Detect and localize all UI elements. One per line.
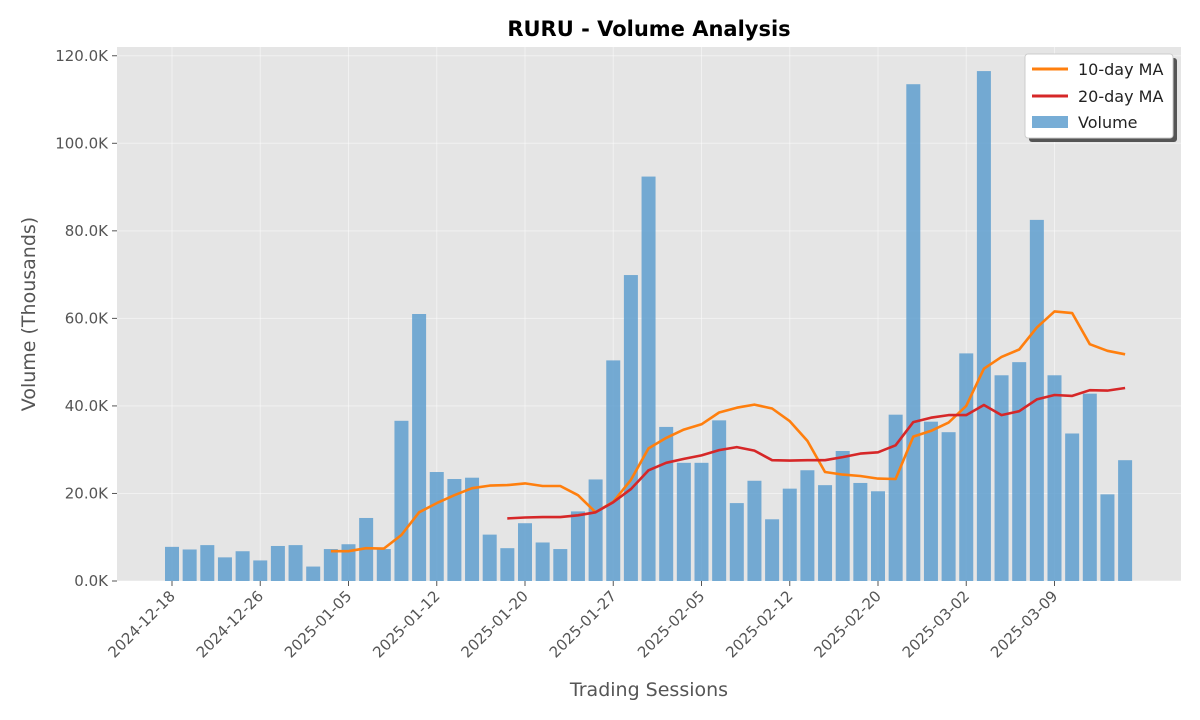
volume-bar [412, 314, 427, 581]
volume-bar [376, 549, 391, 581]
volume-bar [482, 534, 497, 581]
y-tick-label: 80.0K [65, 222, 109, 240]
volume-bar [853, 482, 868, 581]
volume-bar [782, 488, 797, 581]
legend: 10-day MA 20-day MA Volume [1024, 53, 1177, 142]
volume-bar [447, 479, 462, 581]
y-tick-label: 20.0K [65, 484, 109, 502]
x-axis-label: Trading Sessions [569, 679, 728, 701]
volume-bar [994, 375, 1009, 581]
volume-bar [1047, 375, 1062, 581]
legend-label-10-day-ma: 10-day MA [1078, 60, 1163, 79]
volume-bar [288, 545, 303, 581]
volume-bar [535, 542, 550, 581]
volume-bar [200, 545, 215, 581]
volume-bar [518, 523, 532, 581]
y-tick-label: 120.0K [55, 47, 109, 65]
y-tick-label: 60.0K [65, 309, 109, 327]
chart-title: RURU - Volume Analysis [507, 17, 790, 41]
volume-bar [553, 549, 568, 581]
volume-bar [182, 549, 197, 581]
legend-label-20-day-ma: 20-day MA [1078, 87, 1163, 106]
volume-bar [570, 511, 585, 581]
volume-bar [659, 426, 674, 581]
volume-bar [906, 84, 921, 581]
y-axis-label: Volume (Thousands) [18, 217, 40, 411]
volume-bar [676, 462, 691, 581]
volume-bar [235, 551, 250, 581]
volume-bar [606, 360, 621, 581]
volume-bar [341, 544, 356, 581]
y-tick-label: 40.0K [65, 397, 109, 415]
volume-bar [871, 491, 885, 581]
volume-bar [253, 560, 268, 581]
volume-bar [800, 470, 815, 581]
legend-swatch-volume [1032, 116, 1068, 128]
volume-bar [694, 462, 709, 581]
volume-bar [394, 420, 409, 581]
volume-bar [923, 421, 938, 581]
moving-average-lines [330, 310, 1126, 553]
volume-bar [941, 432, 956, 581]
volume-bar [500, 548, 515, 581]
volume-bar [165, 546, 179, 581]
volume-bar [747, 480, 762, 581]
volume-bar [217, 557, 232, 581]
volume-bar [623, 275, 638, 581]
volume-bar [959, 353, 974, 581]
legend-label-volume: Volume [1078, 113, 1138, 132]
volume-bar [1100, 494, 1115, 581]
ma-10-day-line [330, 310, 1126, 553]
volume-bar [1118, 460, 1133, 581]
volume-bar [270, 545, 285, 581]
volume-bar [465, 477, 480, 581]
volume-bar [818, 485, 833, 581]
volume-bar [641, 176, 656, 581]
volume-bar [888, 414, 903, 581]
volume-bar [429, 472, 444, 581]
y-tick-label: 100.0K [55, 134, 109, 152]
volume-bar [1012, 362, 1027, 581]
volume-bar [835, 451, 850, 581]
volume-bar [1065, 433, 1080, 581]
y-tick-label: 0.0K [74, 572, 109, 590]
volume-bars [165, 71, 1133, 582]
volume-bar [712, 420, 727, 581]
volume-bar [1082, 393, 1097, 581]
volume-bar [323, 549, 338, 581]
volume-bar [729, 503, 744, 581]
ma-20-day-line [507, 386, 1126, 520]
volume-bar [588, 479, 603, 581]
volume-bar [976, 71, 991, 582]
volume-bar [765, 519, 780, 581]
volume-bar [306, 566, 321, 581]
